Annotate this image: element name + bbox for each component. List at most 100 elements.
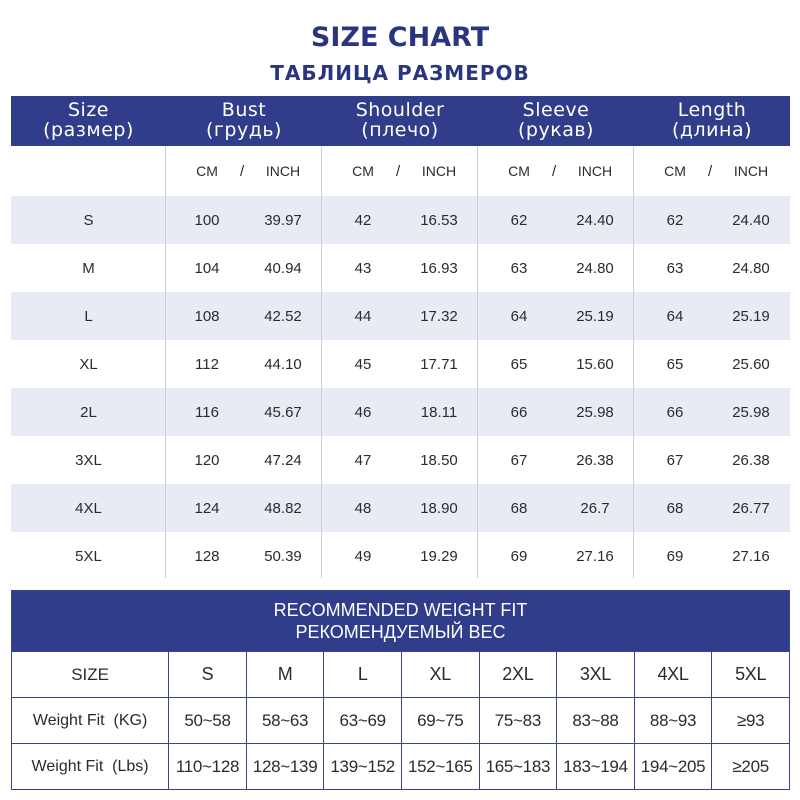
weight-fit-header: RECOMMENDED WEIGHT FIT РЕКОМЕНДУЕМЫЙ ВЕС	[12, 591, 789, 651]
shoulder-cm-cell: 45	[354, 355, 372, 373]
sleeve-inch-cell: 24.80	[576, 259, 614, 277]
bust-inch-cell: 45.67	[264, 403, 302, 421]
unit-cm: CM	[352, 163, 374, 179]
weight-lbs-cell: 165~183	[478, 744, 557, 789]
bust-cm-cell: 112	[195, 355, 219, 373]
bust-cm-cell: 100	[194, 211, 220, 229]
column-divider	[165, 146, 166, 578]
table-row: XL 112 44.10 45 17.71 65 15.60 65 25.60	[11, 340, 790, 388]
table-row: 5XL 128 50.39 49 19.29 69 27.16 69 27.16	[11, 532, 790, 580]
size-cell: M	[245, 652, 324, 697]
weight-kg-cell: 58~63	[245, 698, 324, 743]
weight-lbs-cell: 128~139	[245, 744, 324, 789]
size-chart-header: Size (размер) Bust (грудь) Shoulder (пле…	[11, 96, 790, 146]
unit-inch: INCH	[733, 163, 769, 179]
weight-kg-cell: ≥93	[711, 698, 789, 743]
weight-kg-cell: 50~58	[168, 698, 246, 743]
shoulder-cm-cell: 48	[354, 499, 372, 517]
size-label: SIZE	[71, 664, 109, 684]
size-cell: 4XL	[75, 499, 102, 517]
shoulder-cm-cell: 42	[354, 211, 372, 229]
column-divider	[477, 146, 478, 578]
shoulder-cm-cell: 49	[354, 547, 372, 565]
bust-inch-cell: 44.10	[264, 355, 302, 373]
length-cm-cell: 69	[666, 547, 684, 565]
size-cell: 2L	[80, 403, 97, 421]
header-shoulder: Shoulder (плечо)	[322, 96, 478, 146]
length-inch-cell: 26.38	[732, 451, 770, 469]
header-sleeve: Sleeve (рукав)	[478, 96, 634, 146]
size-cell: 5XL	[711, 652, 789, 697]
shoulder-cm-cell: 47	[354, 451, 372, 469]
length-inch-cell: 24.80	[732, 259, 770, 277]
page-subtitle: ТАБЛИЦА РАЗМЕРОВ	[270, 61, 530, 85]
header-length-en: Length	[677, 99, 747, 121]
sleeve-cm-cell: 64	[510, 307, 528, 325]
shoulder-inch-cell: 19.29	[420, 547, 458, 565]
length-cm-cell: 62	[666, 211, 684, 229]
sleeve-inch-cell: 25.19	[576, 307, 614, 325]
shoulder-inch-cell: 18.90	[420, 499, 458, 517]
header-bust-en: Bust	[221, 99, 267, 121]
unit-separator: /	[240, 162, 245, 180]
weight-kg-cell: 83~88	[556, 698, 634, 743]
header-length: Length (длина)	[634, 96, 790, 146]
sleeve-cm-cell: 62	[510, 211, 528, 229]
length-cm-cell: 64	[666, 307, 684, 325]
table-row: L 108 42.52 44 17.32 64 25.19 64 25.19	[11, 292, 790, 340]
weight-lbs-label: Weight Fit (Lbs)	[31, 757, 149, 775]
table-row: 2L 116 45.67 46 18.11 66 25.98 66 25.98	[11, 388, 790, 436]
weight-fit-title-en: RECOMMENDED WEIGHT FIT	[273, 600, 528, 620]
table-row: 4XL 124 48.82 48 18.90 68 26.7 68 26.77	[11, 484, 790, 532]
length-inch-cell: 25.19	[732, 307, 770, 325]
bust-cm-cell: 108	[194, 307, 220, 325]
weight-lbs-cell: ≥205	[711, 744, 789, 789]
sleeve-inch-cell: 25.98	[576, 403, 614, 421]
unit-cm: CM	[664, 163, 686, 179]
size-cell: L	[84, 307, 93, 325]
size-cell: L	[323, 652, 401, 697]
weight-kg-row: Weight Fit (KG) 50~58 58~63 63~69 69~75 …	[12, 697, 789, 743]
weight-lbs-row: Weight Fit (Lbs) 110~128 128~139 139~152…	[12, 743, 789, 789]
sleeve-cm-cell: 67	[510, 451, 528, 469]
shoulder-inch-cell: 18.50	[420, 451, 458, 469]
header-size: Size (размер)	[11, 96, 166, 146]
weight-kg-cell: 88~93	[633, 698, 712, 743]
length-cm-cell: 65	[666, 355, 684, 373]
unit-cm: CM	[196, 163, 218, 179]
unit-group-sleeve: CM / INCH	[478, 146, 634, 196]
column-divider	[633, 146, 634, 578]
shoulder-inch-cell: 16.53	[420, 211, 458, 229]
weight-lbs-cell: 110~128	[168, 744, 246, 789]
sleeve-cm-cell: 69	[510, 547, 528, 565]
length-inch-cell: 24.40	[732, 211, 770, 229]
size-cell: 3XL	[75, 451, 102, 469]
unit-separator: /	[708, 162, 713, 180]
unit-separator: /	[396, 162, 401, 180]
table-row: M 104 40.94 43 16.93 63 24.80 63 24.80	[11, 244, 790, 292]
weight-kg-cell: 69~75	[400, 698, 479, 743]
sleeve-inch-cell: 24.40	[576, 211, 614, 229]
shoulder-inch-cell: 18.11	[420, 403, 458, 421]
weight-lbs-cell: 139~152	[323, 744, 401, 789]
length-inch-cell: 27.16	[732, 547, 770, 565]
sleeve-inch-cell: 27.16	[576, 547, 614, 565]
bust-inch-cell: 40.94	[264, 259, 302, 277]
size-chart-table: Size (размер) Bust (грудь) Shoulder (пле…	[11, 96, 790, 580]
length-cm-cell: 68	[666, 499, 684, 517]
weight-lbs-cell: 194~205	[633, 744, 712, 789]
size-cell: S	[83, 211, 94, 229]
sleeve-cm-cell: 65	[510, 355, 528, 373]
header-shoulder-en: Shoulder	[355, 99, 445, 121]
bust-cm-cell: 116	[195, 403, 219, 421]
size-cell: M	[82, 259, 95, 277]
header-bust: Bust (грудь)	[166, 96, 322, 146]
unit-cm: CM	[508, 163, 530, 179]
sleeve-cm-cell: 68	[510, 499, 528, 517]
length-cm-cell: 66	[666, 403, 684, 421]
header-size-en: Size	[67, 99, 109, 121]
unit-group-bust: CM / INCH	[166, 146, 322, 196]
size-cell: XL	[79, 355, 98, 373]
weight-fit-table: RECOMMENDED WEIGHT FIT РЕКОМЕНДУЕМЫЙ ВЕС…	[11, 590, 790, 790]
size-cell: XL	[400, 652, 479, 697]
